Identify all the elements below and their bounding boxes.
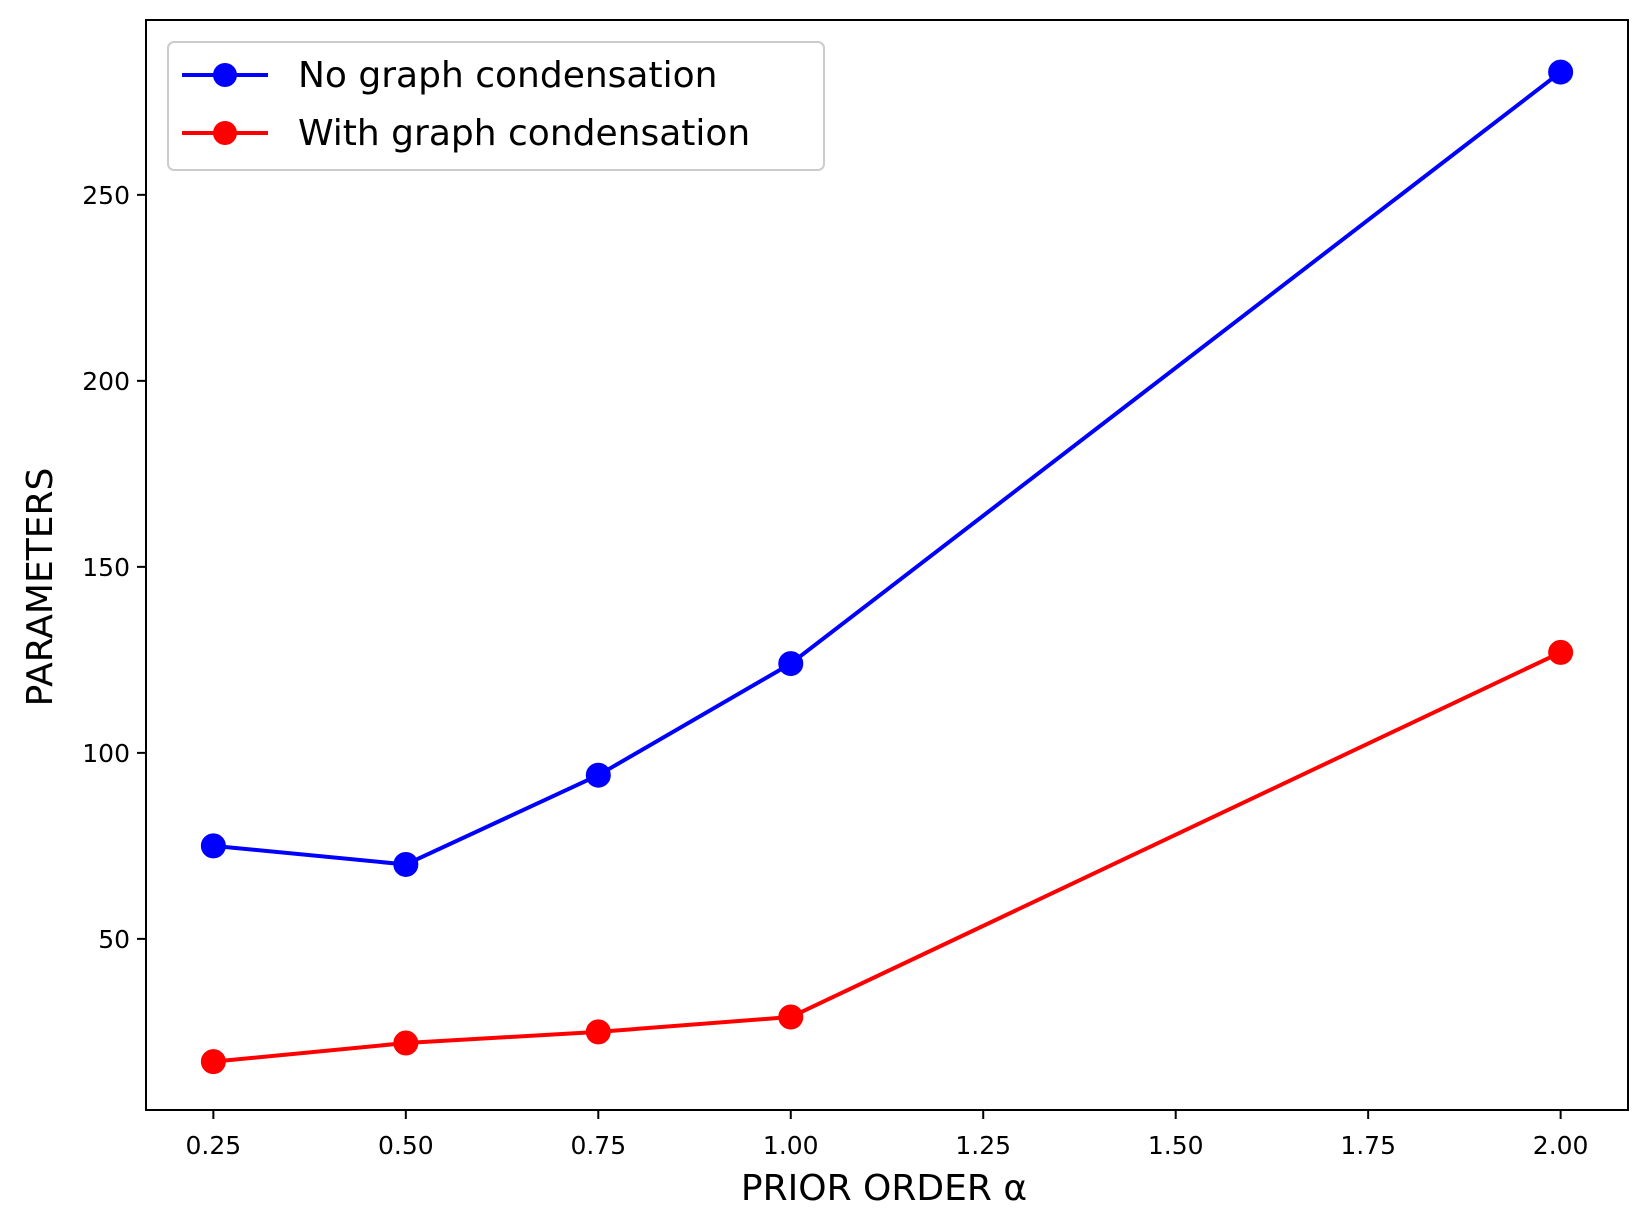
x-tick-label: 1.50 [1148,1131,1204,1160]
x-axis-label: PRIOR ORDER α [741,1168,1027,1209]
series-layer [200,59,1574,1075]
x-tick-label: 1.00 [763,1131,819,1160]
data-point [1548,59,1574,85]
y-tick-label: 200 [82,367,130,396]
x-tick-label: 1.75 [1340,1131,1396,1160]
axes-layer: 0.25 0.50 0.75 1.00 1.25 1.50 1.75 2.00 50 100 150… [82,181,1588,1160]
data-point [585,762,611,788]
y-tick-label: 50 [98,925,130,954]
data-point [393,1030,419,1056]
plot-frame [145,19,1629,1111]
y-axis-label: PARAMETERS [20,468,61,707]
legend-marker [213,63,237,87]
x-tick-label: 1.25 [955,1131,1011,1160]
y-tick-label: 150 [82,553,130,582]
plot-area [145,19,1629,1111]
x-tick-label: 0.25 [186,1131,242,1160]
data-point [200,833,226,859]
x-tick-label: 2.00 [1533,1131,1589,1160]
data-point [200,1049,226,1075]
data-point [1548,639,1574,665]
y-tick-label: 100 [82,739,130,768]
x-tick-label: 0.75 [570,1131,626,1160]
legend-box [167,41,825,171]
legend-label: With graph condensation [298,113,750,154]
x-tick-label: 0.50 [378,1131,434,1160]
y-tick-label: 250 [82,181,130,210]
data-point [778,1004,804,1030]
legend: No graph condensation With graph condensa… [167,41,825,171]
data-point [585,1019,611,1045]
data-point [778,651,804,677]
legend-marker [213,121,237,145]
data-point [393,851,419,877]
legend-label: No graph condensation [298,55,717,96]
